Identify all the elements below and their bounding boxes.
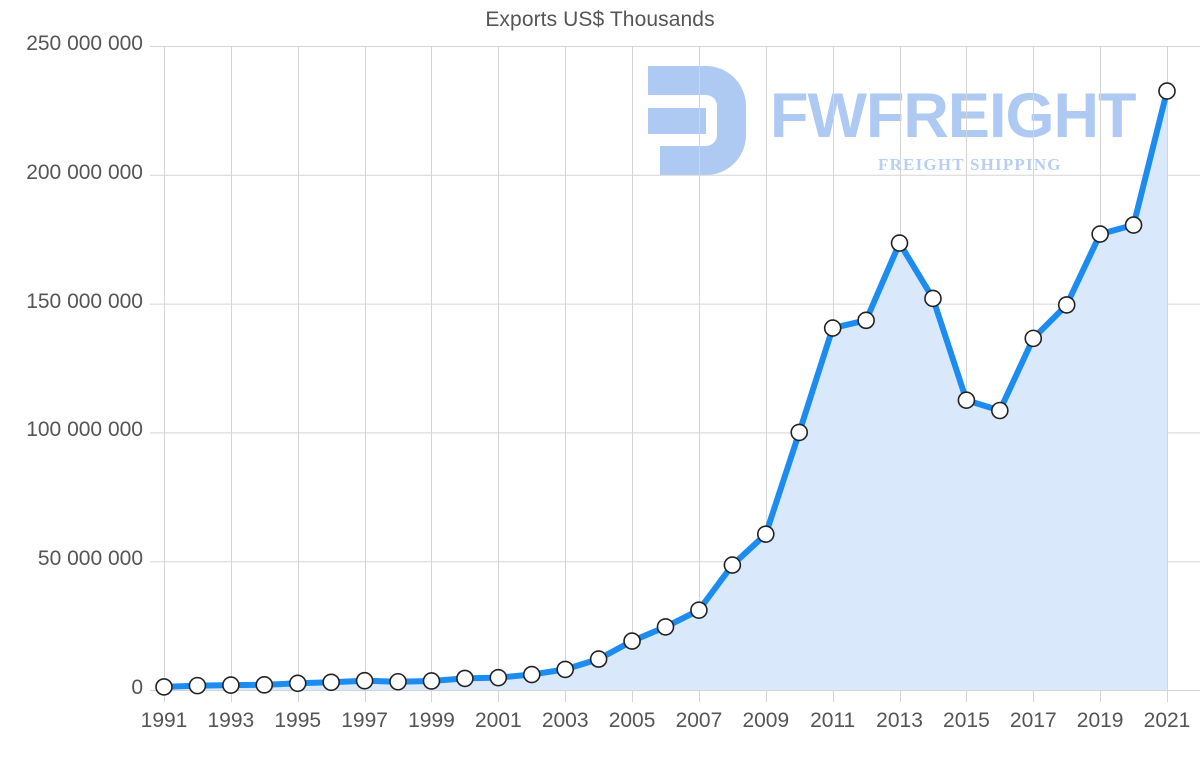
data-point-marker[interactable]	[623, 632, 641, 650]
x-axis-tick-label: 1991	[140, 709, 188, 732]
data-point-marker[interactable]	[489, 668, 508, 687]
x-axis-tick-label: 1995	[274, 709, 322, 732]
x-axis-tick-label: 2015	[943, 709, 990, 732]
data-point-marker[interactable]	[957, 391, 976, 410]
x-axis-tick-label: 2007	[675, 709, 723, 732]
data-point-marker[interactable]	[456, 669, 474, 688]
data-point-marker[interactable]	[991, 401, 1009, 420]
data-point-marker[interactable]	[422, 672, 441, 690]
data-point-marker[interactable]	[890, 234, 909, 252]
x-axis-tick-label: 2005	[608, 709, 656, 732]
data-point-marker[interactable]	[690, 601, 708, 619]
data-point-marker[interactable]	[1158, 82, 1176, 100]
x-axis-tick-label: 2019	[1076, 709, 1124, 732]
data-point-marker[interactable]	[656, 618, 675, 636]
data-point-marker[interactable]	[288, 674, 307, 693]
data-point-marker[interactable]	[389, 672, 407, 691]
x-axis-tick-label: 2001	[474, 709, 522, 732]
data-point-marker[interactable]	[857, 311, 875, 330]
x-axis-tick-label: 1993	[207, 709, 255, 732]
x-axis-tick-label: 2009	[742, 709, 790, 732]
x-axis-tick-label: 2021	[1143, 709, 1191, 732]
data-point-marker[interactable]	[222, 676, 240, 694]
data-point-marker[interactable]	[556, 660, 575, 679]
x-axis-tick-label: 2011	[810, 709, 856, 732]
data-point-marker[interactable]	[790, 423, 809, 442]
data-point-marker[interactable]	[322, 673, 340, 692]
x-axis-tick-label: 1999	[408, 709, 455, 732]
data-point-marker[interactable]	[188, 676, 207, 695]
data-point-marker[interactable]	[255, 676, 274, 694]
x-axis-tick-label: 2003	[541, 709, 589, 732]
data-point-marker[interactable]	[589, 650, 608, 668]
data-point-marker[interactable]	[1124, 216, 1143, 234]
x-axis-tick-label: 2017	[1009, 709, 1057, 732]
data-point-marker[interactable]	[155, 678, 173, 696]
data-point-marker[interactable]	[1091, 225, 1109, 243]
chart-title: Exports US$ Thousands	[485, 8, 715, 31]
data-point-marker[interactable]	[1024, 329, 1043, 348]
data-point-marker[interactable]	[355, 671, 374, 690]
data-point-marker[interactable]	[756, 525, 775, 543]
y-axis-tick-label: 150 000 000	[26, 289, 143, 313]
data-point-marker[interactable]	[723, 556, 742, 574]
data-point-marker[interactable]	[823, 319, 842, 337]
series-area-fill	[164, 91, 1167, 690]
series-markers	[155, 82, 1176, 696]
y-axis-tick-label: 200 000 000	[26, 160, 143, 184]
y-axis-tick-label: 0	[131, 676, 143, 699]
y-axis-tick-label: 50 000 000	[37, 547, 143, 571]
y-axis-tick-label: 100 000 000	[26, 418, 143, 442]
data-point-marker[interactable]	[522, 665, 541, 684]
x-axis-tick-label: 2013	[876, 709, 923, 732]
x-axis-tick-label: 1997	[341, 709, 388, 732]
data-point-marker[interactable]	[924, 289, 942, 308]
y-axis-tick-label: 250 000 000	[26, 32, 143, 55]
data-point-marker[interactable]	[1057, 296, 1076, 314]
